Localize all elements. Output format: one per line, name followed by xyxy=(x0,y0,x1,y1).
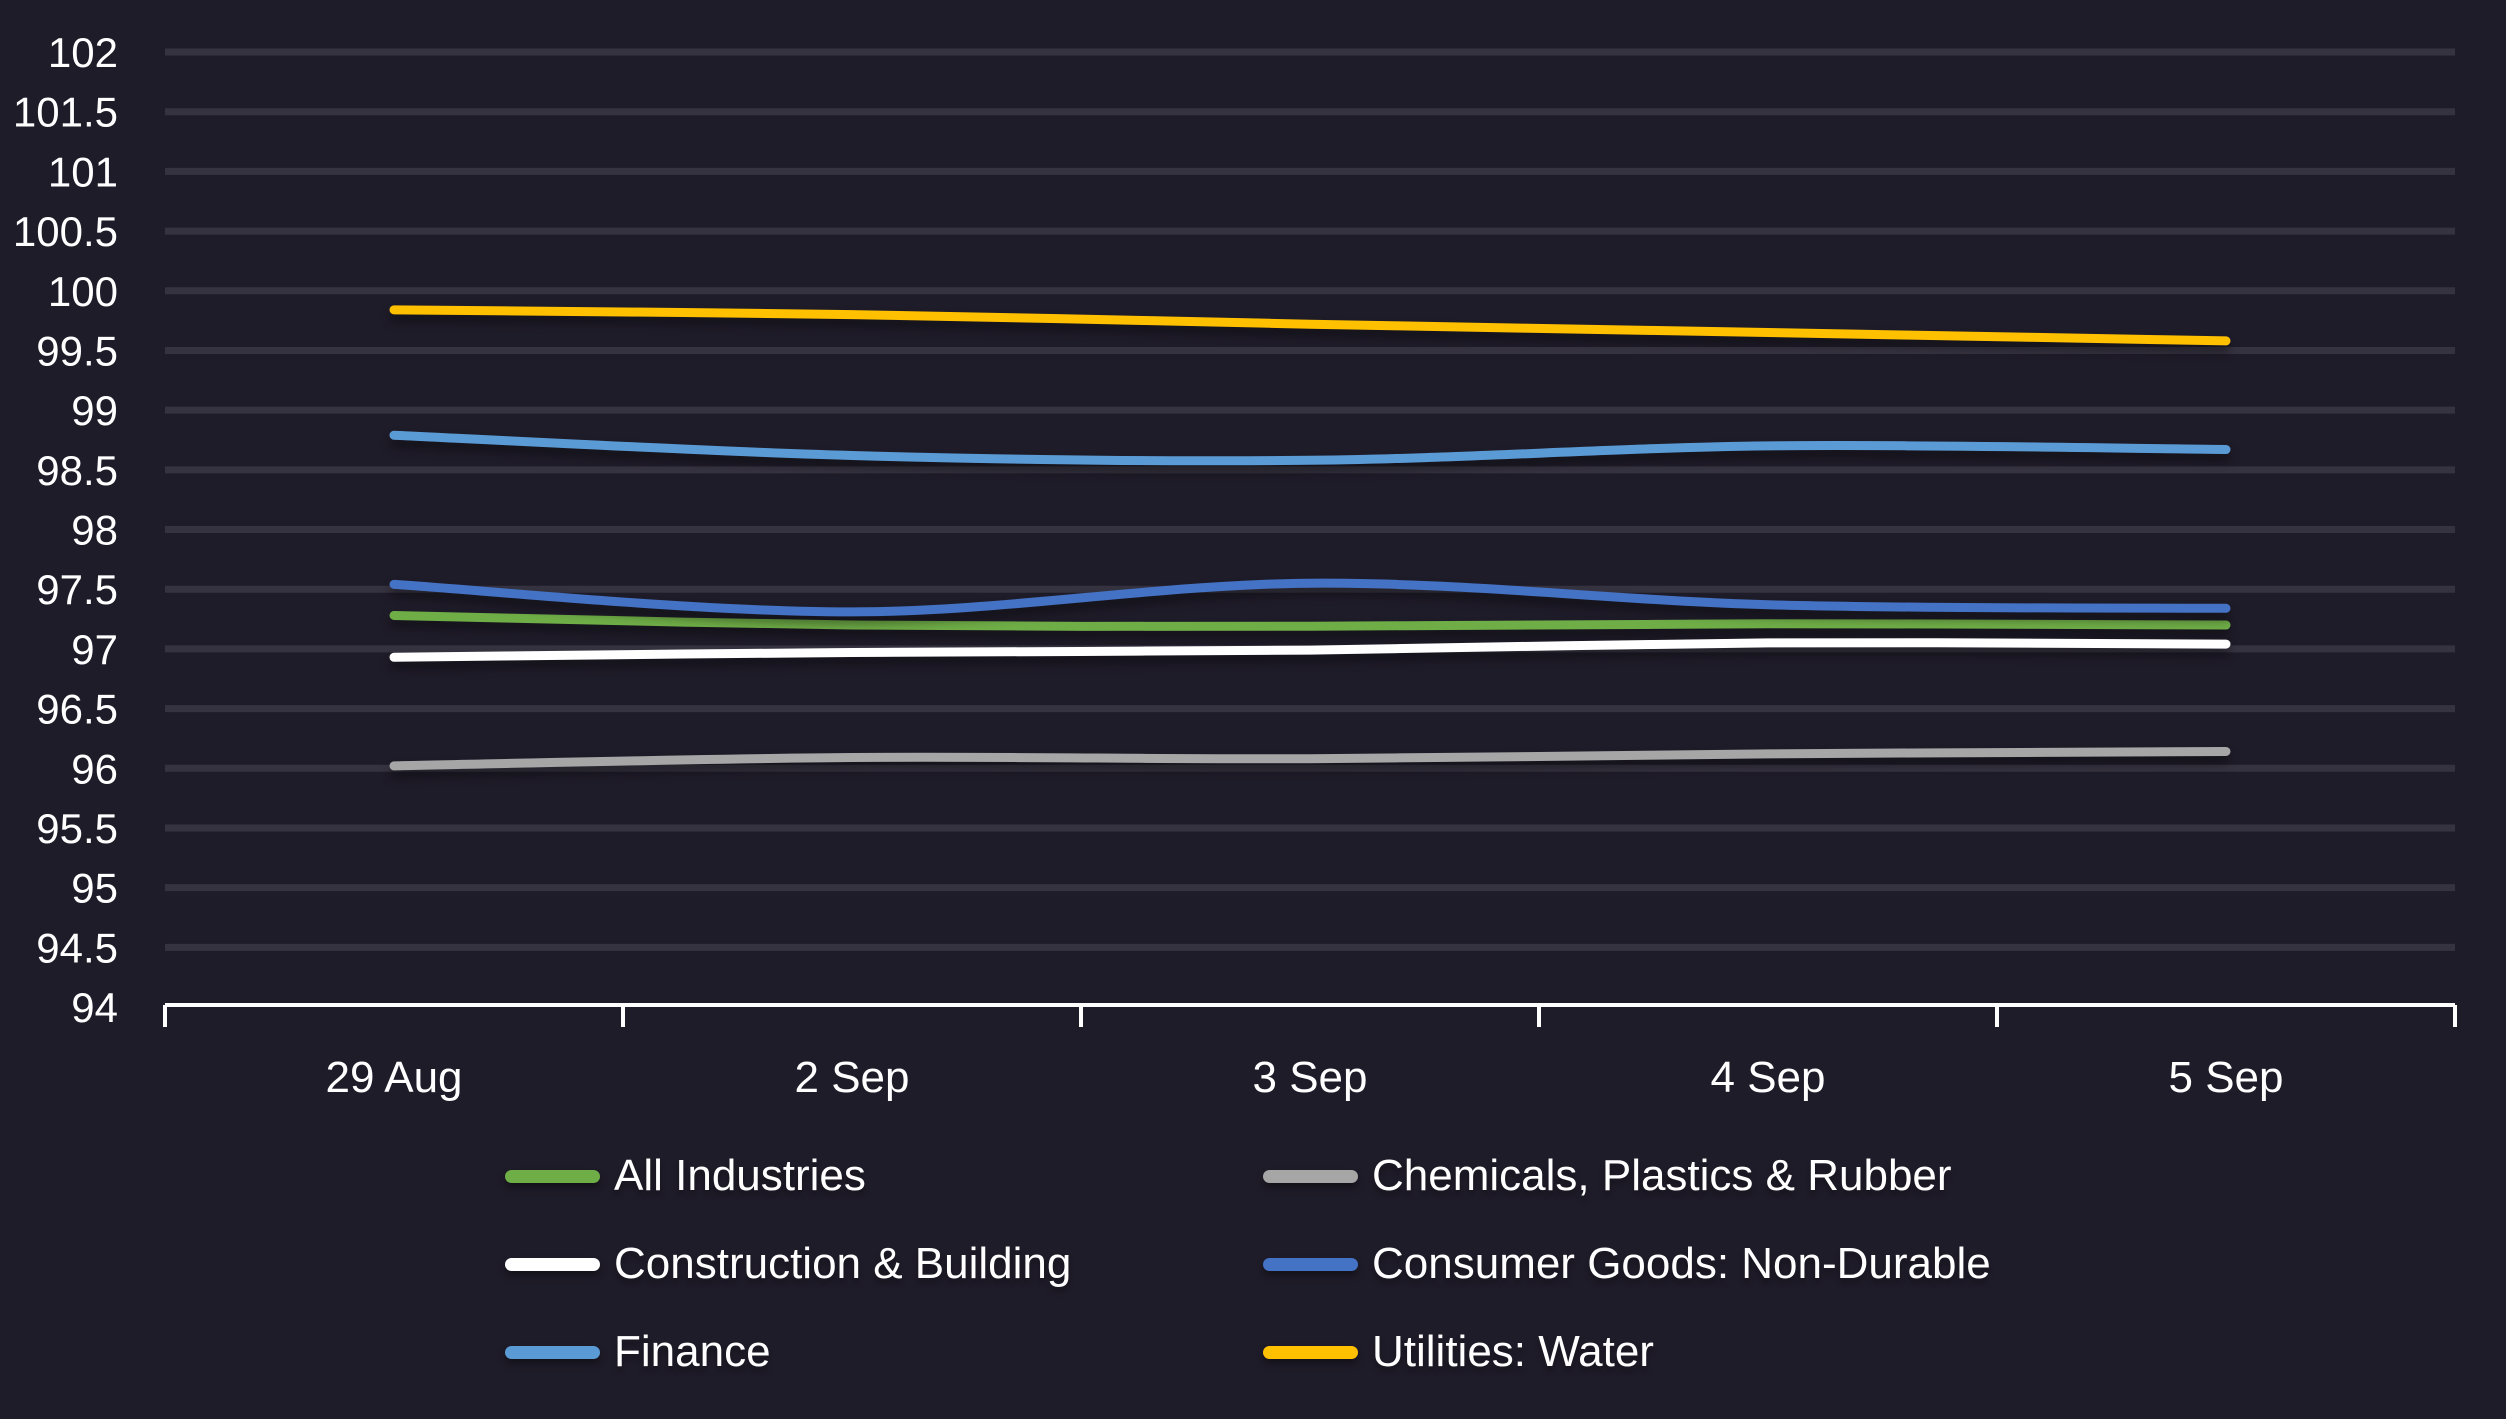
series-line-utilities-water[interactable] xyxy=(389,305,2231,346)
y-axis-label: 96 xyxy=(71,745,118,792)
y-axis-label: 101.5 xyxy=(13,89,118,136)
legend-label: Utilities: Water xyxy=(1372,1327,1654,1376)
x-axis-label: 2 Sep xyxy=(795,1053,910,1102)
y-axis-label: 100 xyxy=(48,268,118,315)
legend-swatch-chemicals-plastics-rubber xyxy=(1263,1169,1358,1183)
legend-item-construction-building[interactable]: Construction & Building xyxy=(505,1242,1263,1286)
series-line-all-industries[interactable] xyxy=(389,610,2231,631)
legend-swatch-finance xyxy=(505,1345,600,1359)
y-axis-label: 100.5 xyxy=(13,208,118,255)
y-axis-label: 99.5 xyxy=(36,327,118,374)
legend-label: Finance xyxy=(614,1327,771,1376)
legend-swatch-construction-building xyxy=(505,1257,600,1271)
y-axis-label: 99 xyxy=(71,387,118,434)
legend-label: All Industries xyxy=(614,1151,866,1200)
series-line-consumer-goods-non-durable[interactable] xyxy=(389,578,2231,617)
y-axis-label: 94.5 xyxy=(36,924,118,971)
y-axis-label: 101 xyxy=(48,148,118,195)
y-axis-label: 95.5 xyxy=(36,805,118,852)
series-line-finance[interactable] xyxy=(389,430,2231,466)
x-axis-label: 3 Sep xyxy=(1253,1053,1368,1102)
y-axis-label: 97 xyxy=(71,626,118,673)
legend: All Industries Chemicals, Plastics & Rubb… xyxy=(505,1132,1991,1396)
legend-label: Consumer Goods: Non-Durable xyxy=(1372,1239,1991,1288)
legend-item-chemicals-plastics-rubber[interactable]: Chemicals, Plastics & Rubber xyxy=(1263,1154,1991,1198)
legend-item-consumer-goods-non-durable[interactable]: Consumer Goods: Non-Durable xyxy=(1263,1242,1991,1286)
y-axis-label: 98.5 xyxy=(36,447,118,494)
legend-item-all-industries[interactable]: All Industries xyxy=(505,1154,1263,1198)
x-axis-label: 5 Sep xyxy=(2169,1053,2284,1102)
y-axis-label: 95 xyxy=(71,865,118,912)
x-axis-line xyxy=(163,1003,2457,1027)
legend-label: Chemicals, Plastics & Rubber xyxy=(1372,1151,1952,1200)
y-axis-label: 96.5 xyxy=(36,686,118,733)
series-line-chemicals-plastics-rubber[interactable] xyxy=(389,747,2231,771)
legend-swatch-utilities-water xyxy=(1263,1345,1358,1359)
y-axis-label: 94 xyxy=(71,984,118,1031)
y-axis-label: 98 xyxy=(71,507,118,554)
legend-item-finance[interactable]: Finance xyxy=(505,1330,1263,1374)
x-axis-label: 4 Sep xyxy=(1711,1053,1826,1102)
x-axis-label: 29 Aug xyxy=(325,1053,462,1102)
legend-item-utilities-water[interactable]: Utilities: Water xyxy=(1263,1330,1991,1374)
series-line-construction-building[interactable] xyxy=(389,638,2231,662)
legend-swatch-consumer-goods-non-durable xyxy=(1263,1257,1358,1271)
legend-swatch-all-industries xyxy=(505,1169,600,1183)
y-axis-label: 102 xyxy=(48,29,118,76)
legend-label: Construction & Building xyxy=(614,1239,1072,1288)
y-axis-label: 97.5 xyxy=(36,566,118,613)
